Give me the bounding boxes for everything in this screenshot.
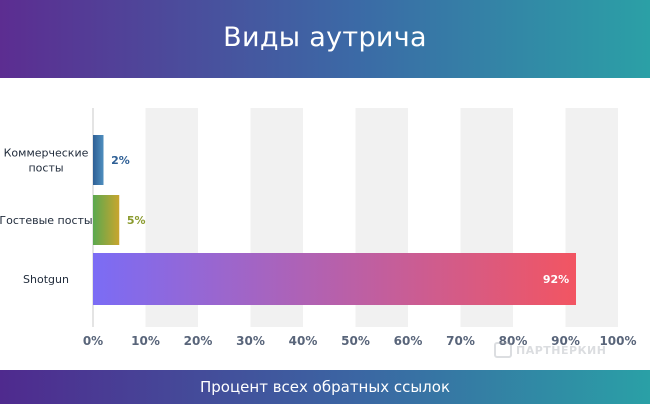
x-tick-label: 60%	[394, 334, 423, 348]
bar	[93, 195, 120, 245]
data-label: 92%	[543, 273, 569, 286]
category-label: Гостевые посты	[0, 214, 93, 227]
x-tick-label: 20%	[184, 334, 213, 348]
x-tick-label: 90%	[551, 334, 580, 348]
watermark-text: ПАРТНЕРКИН	[516, 343, 607, 357]
x-tick-label: 80%	[499, 334, 528, 348]
x-tick-label: 10%	[131, 334, 160, 348]
data-label: 5%	[127, 214, 146, 227]
title-banner: Виды аутрича	[0, 0, 650, 78]
x-tick-label: 0%	[83, 334, 103, 348]
x-tick-label: 30%	[236, 334, 265, 348]
data-label: 2%	[111, 154, 130, 167]
watermark: ПАРТНЕРКИН	[494, 342, 606, 358]
chart-title: Виды аутрича	[223, 21, 427, 53]
x-axis-title: Процент всех обратных ссылок	[199, 378, 451, 396]
axis-title-banner: Процент всех обратных ссылок	[0, 370, 650, 404]
category-label: Коммерческие посты	[4, 147, 89, 175]
x-tick-label: 40%	[289, 334, 318, 348]
category-label: Shotgun	[23, 273, 69, 286]
bar	[93, 253, 576, 305]
chat-bubble-icon	[494, 342, 512, 358]
x-tick-label: 70%	[446, 334, 475, 348]
x-tick-label: 100%	[599, 334, 636, 348]
x-tick-label: 50%	[341, 334, 370, 348]
bar-chart: Коммерческие посты Гостевые посты Shotgun 0…	[0, 108, 637, 348]
bar	[93, 135, 104, 185]
